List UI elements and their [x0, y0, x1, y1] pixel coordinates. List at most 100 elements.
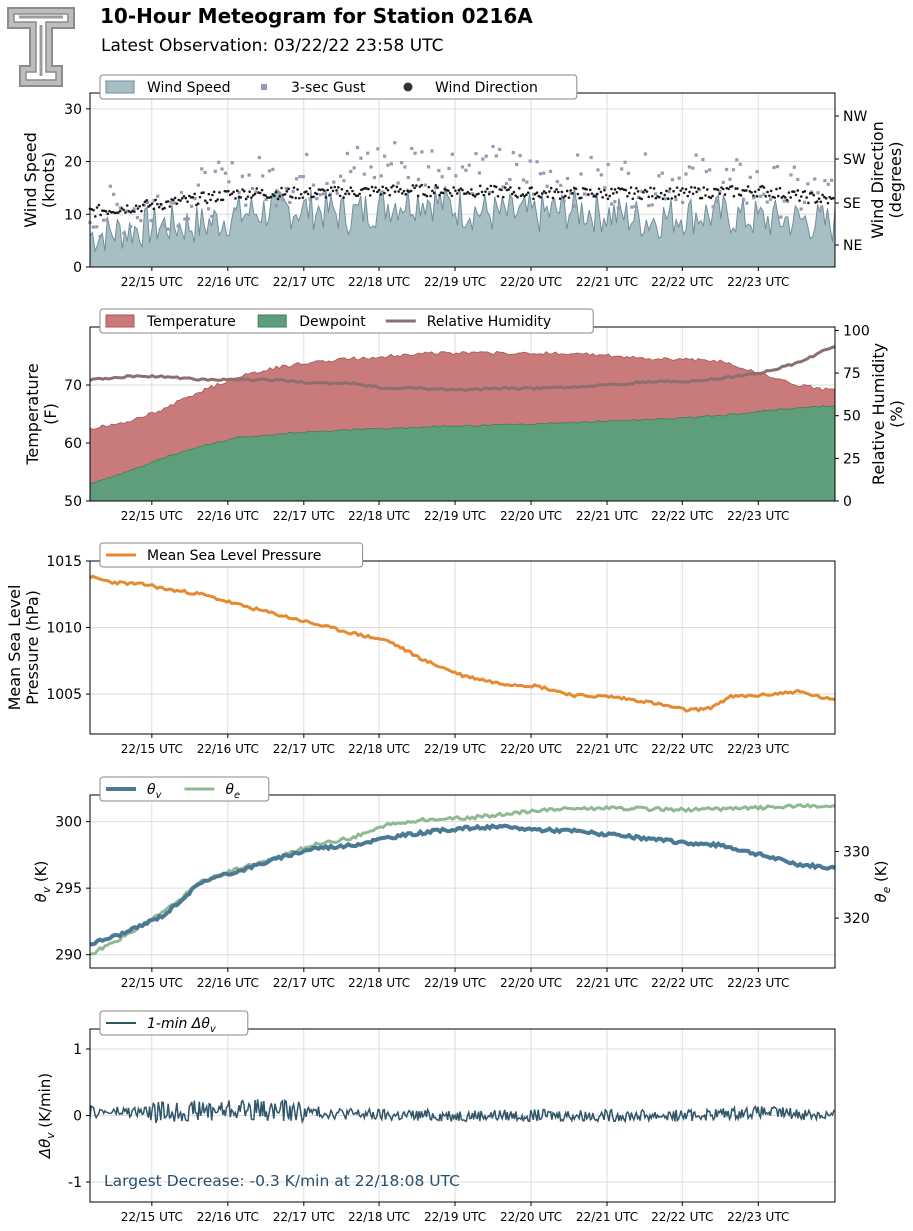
legend-swatch: [261, 84, 267, 90]
wind-direction-point: [588, 188, 592, 192]
gust-point: [643, 152, 647, 156]
x-tick-label: 22/17 UTC: [273, 1210, 335, 1224]
gust-point: [603, 186, 607, 190]
wind-direction-point: [368, 194, 372, 197]
gust-point: [250, 186, 255, 191]
wind-direction-point: [374, 186, 377, 189]
wind-direction-point: [587, 193, 590, 196]
wind-direction-point: [705, 188, 709, 191]
wind-direction-point: [140, 209, 143, 213]
wind-direction-point: [691, 192, 695, 196]
wind-direction-point: [686, 194, 690, 198]
gust-point: [826, 182, 830, 186]
gust-point: [542, 171, 546, 175]
legend-label: θv: [147, 782, 162, 801]
wind-direction-point: [514, 194, 518, 197]
wind-direction-point: [149, 203, 152, 207]
wind-direction-point: [611, 192, 615, 195]
wind-direction-point: [205, 201, 209, 205]
gust-point: [816, 191, 820, 195]
y-tick-label: 70: [64, 378, 82, 394]
x-tick-label: 22/15 UTC: [121, 976, 183, 990]
x-tick-label: 22/18 UTC: [348, 742, 410, 756]
gust-point: [247, 173, 251, 177]
wind-direction-point: [415, 184, 418, 187]
gust-point: [220, 167, 224, 171]
gust-point: [677, 176, 681, 180]
dewpoint-area: [89, 405, 836, 502]
gust-point: [261, 174, 265, 178]
wind-direction-point: [92, 208, 95, 212]
wind-direction-point: [746, 185, 750, 188]
panel-dtheta: 22/15 UTC 22/16 UTC 22/17 UTC 22/18 UTC 22/1…: [36, 1010, 836, 1224]
gust-point: [535, 160, 539, 164]
gust-point: [203, 170, 207, 175]
gust-point: [274, 204, 278, 208]
wind-direction-point: [785, 198, 789, 202]
gust-point: [650, 203, 654, 207]
wind-direction-point: [604, 193, 608, 197]
wind-direction-point: [817, 197, 821, 200]
wind-direction-point: [792, 190, 796, 194]
x-tick-label: 22/17 UTC: [273, 275, 335, 289]
wind-direction-point: [248, 190, 251, 194]
wind-direction-point: [702, 186, 706, 189]
relative-humidity-line: [89, 345, 836, 393]
wind-direction-point: [216, 198, 220, 201]
x-tick-label: 22/17 UTC: [273, 509, 335, 523]
theta-v-line: [90, 823, 836, 947]
wind-direction-point: [615, 191, 619, 194]
y-axis-label: Mean Sea LevelPressure (hPa): [5, 585, 42, 711]
gust-point: [166, 227, 170, 231]
gust-point: [694, 153, 698, 157]
gust-point: [782, 199, 786, 203]
wind-direction-point: [574, 187, 578, 191]
wind-direction-point: [693, 186, 697, 189]
wind-direction-point: [136, 207, 140, 210]
gust-point: [633, 204, 637, 208]
wind-direction-point: [760, 184, 764, 188]
wind-direction-point: [179, 199, 182, 202]
wind-direction-point: [594, 195, 597, 198]
x-tick-label: 22/15 UTC: [121, 1210, 183, 1224]
wind-direction-point: [166, 200, 170, 203]
wind-direction-point: [670, 197, 674, 200]
x-tick-label: 22/20 UTC: [500, 509, 562, 523]
x-tick-label: 22/22 UTC: [651, 976, 713, 990]
gust-point: [735, 158, 739, 162]
gust-point: [792, 165, 796, 169]
wind-direction-point: [351, 189, 354, 193]
wind-direction-point: [298, 196, 301, 200]
wind-direction-point: [523, 194, 526, 198]
wind-direction-point: [448, 191, 452, 195]
gust-point: [427, 165, 431, 169]
wind-direction-point: [496, 194, 500, 198]
wind-direction-point: [329, 186, 333, 189]
x-tick-label: 22/19 UTC: [424, 509, 486, 523]
wind-direction-point: [780, 196, 784, 199]
wind-direction-point: [273, 194, 276, 198]
legend-box: [99, 74, 578, 100]
gust-point: [101, 218, 106, 222]
gust-point: [484, 154, 488, 158]
legend-label: θe: [225, 782, 240, 801]
wind-direction-point: [509, 186, 512, 189]
gust-point: [437, 168, 441, 173]
gust-point: [606, 162, 610, 167]
gust-point: [257, 155, 261, 160]
gust-point: [613, 200, 617, 204]
wind-direction-point: [230, 192, 234, 196]
gust-point: [433, 186, 438, 190]
wind-direction-point: [766, 190, 769, 194]
gust-point: [176, 224, 180, 228]
wind-direction-point: [682, 191, 686, 195]
wind-direction-point: [344, 192, 347, 196]
wind-direction-point: [180, 196, 184, 200]
wind-direction-point: [530, 186, 533, 189]
wind-direction-point: [232, 190, 235, 194]
wind-direction-point: [349, 186, 353, 189]
wind-direction-point: [296, 188, 299, 191]
gust-point: [420, 150, 424, 154]
y2-tick-label: 0: [843, 494, 852, 510]
wind-direction-point: [569, 189, 573, 192]
